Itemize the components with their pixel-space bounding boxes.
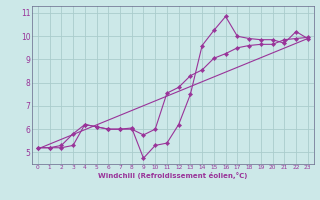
X-axis label: Windchill (Refroidissement éolien,°C): Windchill (Refroidissement éolien,°C) <box>98 172 247 179</box>
